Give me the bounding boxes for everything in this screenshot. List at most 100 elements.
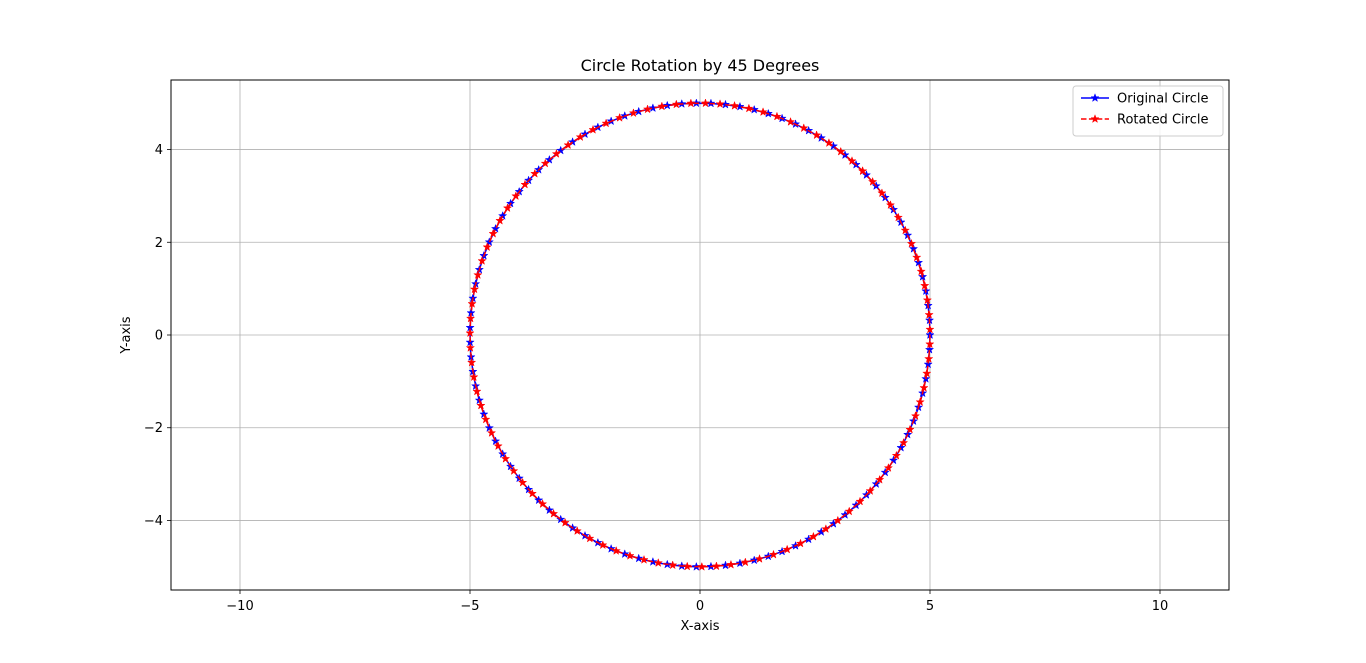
data-point xyxy=(877,188,887,198)
series-layer xyxy=(465,98,935,571)
y-axis-label: Y-axis xyxy=(119,316,134,354)
data-point xyxy=(925,324,935,334)
data-point xyxy=(836,146,846,156)
data-point xyxy=(833,515,843,525)
data-point xyxy=(560,517,570,527)
x-tick-label: 5 xyxy=(926,599,934,614)
data-point xyxy=(488,228,498,238)
x-tick-label: −5 xyxy=(460,599,479,614)
data-point xyxy=(502,203,513,213)
data-point xyxy=(754,553,765,563)
data-point xyxy=(551,148,562,158)
data-point xyxy=(588,124,598,134)
data-point xyxy=(855,496,865,506)
data-point xyxy=(520,179,530,189)
y-tick-label: −2 xyxy=(144,421,163,436)
data-point xyxy=(893,212,903,222)
chart-title: Circle Rotation by 45 Degrees xyxy=(581,56,820,75)
data-point xyxy=(469,372,479,382)
data-point xyxy=(653,558,663,567)
data-point xyxy=(477,255,487,265)
data-point xyxy=(700,98,711,108)
data-point xyxy=(821,524,831,534)
data-point xyxy=(915,397,925,407)
data-point xyxy=(922,295,933,305)
data-point xyxy=(575,132,586,142)
data-point xyxy=(601,118,611,128)
data-point xyxy=(642,104,653,114)
data-point xyxy=(711,561,722,571)
series-rotated-circle xyxy=(465,98,935,571)
data-point xyxy=(715,99,725,109)
x-tick-label: 10 xyxy=(1152,599,1169,614)
data-point xyxy=(785,116,796,126)
data-point xyxy=(808,531,819,541)
data-point xyxy=(844,506,854,516)
data-point xyxy=(847,156,857,166)
data-point xyxy=(465,328,475,338)
data-point xyxy=(906,238,917,248)
data-point xyxy=(544,505,555,515)
data-point xyxy=(898,437,909,447)
data-point xyxy=(648,103,658,113)
data-point xyxy=(490,436,501,446)
data-point xyxy=(874,474,885,484)
data-point xyxy=(657,101,667,111)
data-point xyxy=(572,526,582,536)
data-point xyxy=(555,514,566,524)
ticks: −10 −5 0 5 10 −4 −2 0 2 4 xyxy=(144,143,1168,614)
data-point xyxy=(667,560,678,570)
data-point xyxy=(598,540,608,550)
data-point xyxy=(517,477,528,487)
data-point xyxy=(758,107,768,117)
data-point xyxy=(482,242,492,252)
data-point xyxy=(540,158,551,168)
data-point xyxy=(924,309,934,319)
data-point xyxy=(527,488,538,498)
data-point xyxy=(548,508,559,518)
data-point xyxy=(486,428,497,437)
data-point xyxy=(697,561,707,571)
data-point xyxy=(628,108,639,118)
y-tick-label: 0 xyxy=(155,329,163,344)
data-point xyxy=(905,424,915,434)
data-point xyxy=(481,414,491,424)
data-point xyxy=(916,266,926,276)
data-point xyxy=(729,100,740,110)
data-point xyxy=(861,170,872,180)
series-line xyxy=(469,102,931,568)
data-point xyxy=(495,215,505,225)
data-point xyxy=(537,499,548,509)
data-point xyxy=(726,559,736,569)
data-point xyxy=(744,103,754,113)
data-point xyxy=(920,280,930,290)
data-point xyxy=(639,554,649,564)
data-point xyxy=(768,549,779,559)
data-point xyxy=(614,112,625,122)
data-point xyxy=(671,99,682,109)
data-point xyxy=(772,111,782,121)
data-point xyxy=(466,357,477,367)
data-point xyxy=(799,123,809,133)
data-point xyxy=(867,176,878,186)
data-point xyxy=(497,210,508,220)
data-point xyxy=(500,453,511,463)
legend-label: Rotated Circle xyxy=(1117,113,1208,128)
data-point xyxy=(913,257,924,267)
data-point xyxy=(857,166,868,176)
data-point xyxy=(473,270,483,280)
y-tick-label: 4 xyxy=(155,143,163,158)
data-point xyxy=(811,130,822,140)
data-point xyxy=(824,138,834,148)
data-point xyxy=(865,485,875,495)
data-point xyxy=(912,252,922,262)
x-tick-label: −10 xyxy=(226,599,253,614)
data-point xyxy=(508,466,519,475)
data-point xyxy=(472,386,482,396)
data-point xyxy=(611,545,621,555)
data-point xyxy=(469,284,480,294)
y-tick-label: −4 xyxy=(144,514,163,529)
data-point xyxy=(888,455,899,465)
data-point xyxy=(883,463,894,472)
